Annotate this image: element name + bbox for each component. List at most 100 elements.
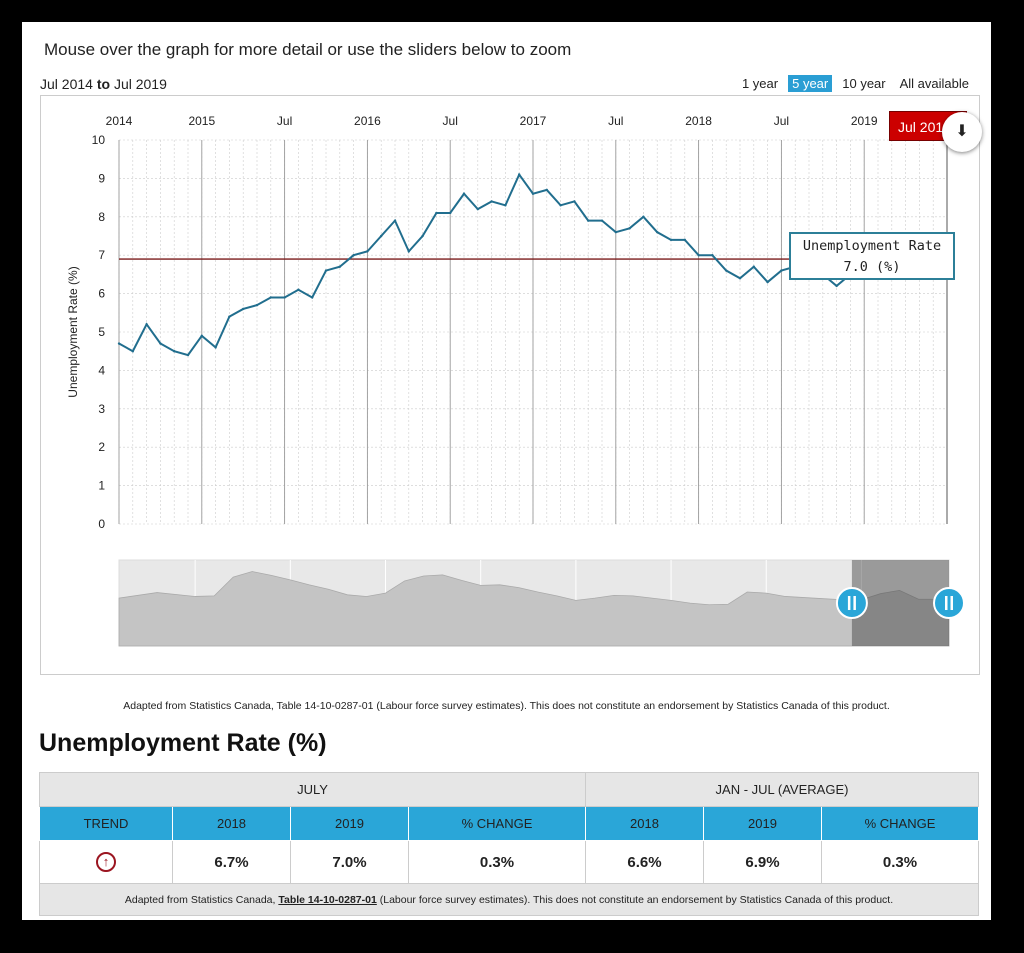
group-july: JULY <box>39 772 586 807</box>
top-axis-label: Jul <box>277 114 292 128</box>
zoom-all[interactable]: All available <box>899 76 969 91</box>
group-average: JAN - JUL (AVERAGE) <box>585 772 979 807</box>
range-to: to <box>96 76 111 92</box>
data-point <box>835 284 838 288</box>
data-point <box>297 288 300 291</box>
top-axis-label: 2019 <box>851 114 878 128</box>
data-point <box>255 303 259 307</box>
data-point <box>214 346 217 349</box>
data-point <box>283 296 286 299</box>
value-cell: 6.6% <box>585 840 704 884</box>
data-point <box>752 265 755 268</box>
arrow-up-circle-icon: ↑ <box>96 852 116 872</box>
range-start: Jul 2014 <box>40 76 93 92</box>
data-point <box>587 219 590 222</box>
top-axis-label: 2016 <box>354 114 381 128</box>
data-point <box>725 269 728 272</box>
value-cell: 0.3% <box>408 840 586 884</box>
range-end: Jul 2019 <box>113 76 167 92</box>
y-tick-label: 3 <box>98 402 105 416</box>
instruction-text: Mouse over the graph for more detail or … <box>44 40 572 59</box>
chart-container[interactable]: 0 1 2 3 4 5 6 7 8 9 10 2014 2015 Jul 2016 Jul 2017 Jul 201… <box>40 95 982 675</box>
y-tick-label: 7 <box>98 248 105 262</box>
data-point <box>545 188 548 192</box>
data-point <box>780 269 783 272</box>
data-point <box>393 219 397 222</box>
y-tick-label: 9 <box>98 171 105 185</box>
table-title: Unemployment Rate (%) <box>39 729 327 757</box>
top-axis-label: Jul <box>443 114 458 128</box>
y-axis-label: Unemployment Rate (%) <box>66 266 80 397</box>
header-trend: TREND <box>39 806 173 841</box>
value-cell: 6.9% <box>703 840 822 884</box>
y-tick-label: 5 <box>98 325 105 339</box>
data-point <box>490 200 493 203</box>
data-point <box>269 296 272 299</box>
handle-grip <box>945 596 948 610</box>
tooltip: Unemployment Rate 7.0 (%) <box>789 232 955 280</box>
navigator-area <box>118 571 950 647</box>
zoom-10-year[interactable]: 10 year <box>842 76 886 91</box>
y-tick-label: 1 <box>98 479 105 493</box>
data-point <box>338 265 341 268</box>
data-point <box>117 342 121 345</box>
data-point <box>352 254 355 257</box>
data-point <box>573 200 576 203</box>
page-sheet: Mouse over the graph for more detail or … <box>22 22 991 920</box>
y-tick-label: 0 <box>98 517 105 531</box>
header-2019: 2019 <box>290 806 409 841</box>
data-point <box>435 211 438 215</box>
value-cell: 7.0% <box>290 840 409 884</box>
data-point <box>311 296 314 299</box>
y-tick-label: 8 <box>98 210 105 224</box>
header-avg-2019: 2019 <box>703 806 822 841</box>
y-tick-label: 10 <box>92 133 106 147</box>
tooltip-value: 7.0 (%) <box>843 259 901 275</box>
data-point <box>131 350 134 353</box>
data-point <box>380 234 383 238</box>
pause-handle-icon[interactable] <box>835 587 868 619</box>
top-axis-label: 2018 <box>685 114 712 128</box>
y-tick-label: 6 <box>98 287 105 301</box>
data-point <box>449 211 452 215</box>
data-point <box>697 254 700 257</box>
download-icon[interactable]: ⬇ <box>942 112 982 152</box>
date-range: Jul 2014 to Jul 2019 <box>40 76 167 92</box>
summary-table: JULY JAN - JUL (AVERAGE) TREND 2018 2019… <box>39 772 979 916</box>
data-point <box>738 277 742 280</box>
top-axis-label: 2015 <box>188 114 215 128</box>
trend-cell: ↑ <box>39 840 173 884</box>
top-axis-label: Jul <box>608 114 623 128</box>
value-cell: 0.3% <box>821 840 979 884</box>
header-avg-2018: 2018 <box>585 806 704 841</box>
handle-grip <box>950 596 953 610</box>
top-axis-label: 2017 <box>520 114 547 128</box>
header-2018: 2018 <box>172 806 291 841</box>
data-point <box>683 238 686 242</box>
data-point <box>421 234 424 238</box>
data-point <box>366 250 369 253</box>
y-tick-label: 2 <box>98 440 105 454</box>
data-point <box>642 215 645 218</box>
data-point <box>711 254 714 257</box>
data-point <box>324 269 328 272</box>
header-change: % CHANGE <box>408 806 586 841</box>
data-point <box>766 280 769 284</box>
data-point <box>628 227 631 230</box>
pause-handle-icon[interactable] <box>933 587 965 619</box>
tooltip-title: Unemployment Rate <box>802 238 942 254</box>
header-avg-change: % CHANGE <box>821 806 979 841</box>
footnote-prefix: Adapted from Statistics Canada, <box>124 893 279 906</box>
data-point <box>200 334 203 338</box>
top-axis-label: Jul <box>774 114 789 128</box>
zoom-5-year[interactable]: 5 year <box>788 75 833 92</box>
data-point <box>173 350 176 353</box>
footnote-link[interactable]: Table 14-10-0287-01 <box>278 893 377 906</box>
data-point <box>159 342 162 345</box>
data-point <box>531 192 535 195</box>
data-point <box>228 315 231 318</box>
data-point <box>559 204 562 207</box>
zoom-1-year[interactable]: 1 year <box>741 76 779 91</box>
top-axis-label: 2014 <box>106 114 133 128</box>
